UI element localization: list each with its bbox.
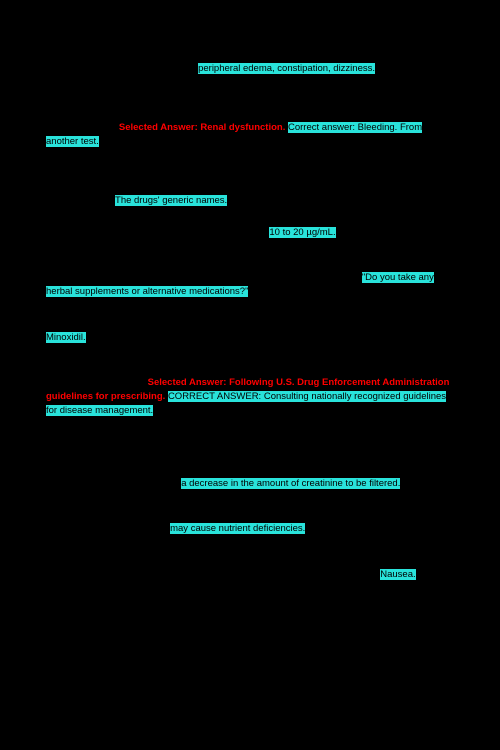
answer-highlight: may cause nutrient deficiencies. <box>170 523 305 534</box>
question-text: What is the therapeutic serum level for … <box>46 227 269 238</box>
answer-highlight: peripheral edema, constipation, dizzines… <box>198 63 375 74</box>
question-text: A client has been receiving cyclosporine… <box>46 555 428 580</box>
question-text: Which drug increases the risk of digoxin… <box>46 318 450 329</box>
answer-highlight: 10 to 20 µg/mL. <box>269 227 335 238</box>
paragraph: Which of the following tasks is appropri… <box>46 362 454 417</box>
paragraph: To safely administer medications, the nu… <box>46 167 454 208</box>
paragraph: A client asks the nurse for information … <box>46 509 454 537</box>
paragraph: Which drug increases the risk of digoxin… <box>46 317 454 345</box>
answer-highlight: The drugs' generic names. <box>115 195 227 206</box>
selected-answer-incorrect: Selected Answer: Renal dysfunction. <box>119 122 288 133</box>
question-text: To safely administer medications, the nu… <box>46 168 452 207</box>
answer-highlight: Minoxidil. <box>46 332 86 343</box>
paragraph: A client receives a daily dose of verapa… <box>46 48 454 76</box>
paragraph: What is the therapeutic serum level for … <box>46 226 454 240</box>
paragraph: While completing a health history with a… <box>46 258 454 299</box>
document-page: A client receives a daily dose of verapa… <box>0 0 500 620</box>
paragraph: A client has been receiving cyclosporine… <box>46 554 454 582</box>
answer-highlight: a decrease in the amount of creatinine t… <box>181 478 400 489</box>
paragraph: Why must a nurse measure the intake and … <box>46 436 454 491</box>
paragraph: The nurse is administering warfarin (Cou… <box>46 94 454 149</box>
answer-highlight: Nausea. <box>380 569 415 580</box>
